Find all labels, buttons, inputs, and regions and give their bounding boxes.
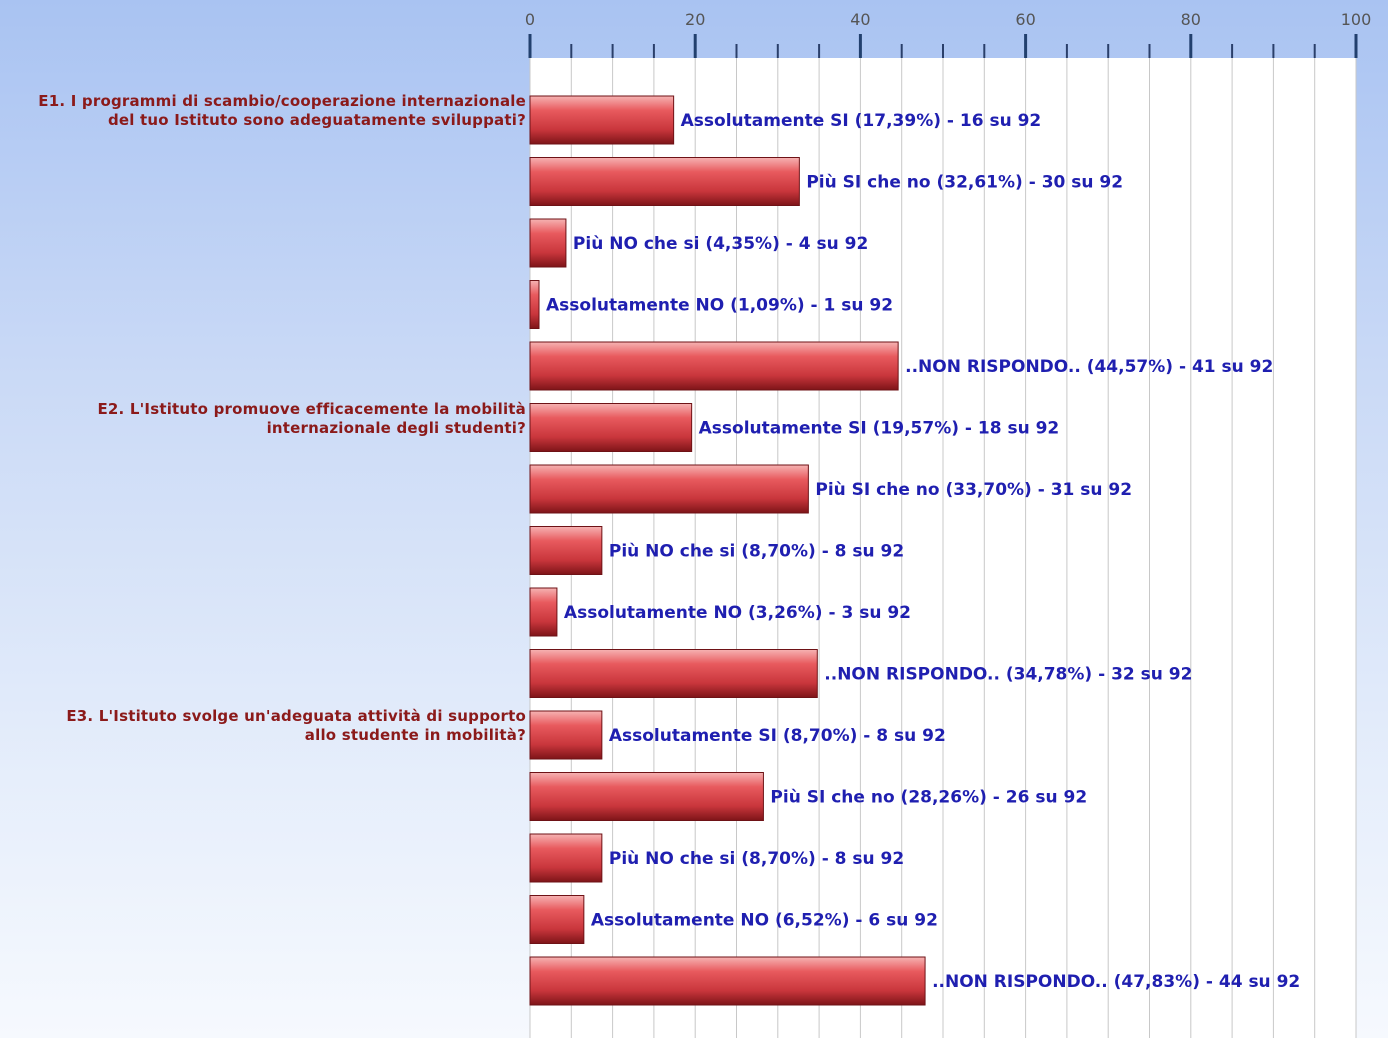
bar [529,464,809,514]
bar [529,526,603,575]
x-tick-label: 0 [525,10,535,29]
bar [529,649,818,698]
bar-data-label: ..NON RISPONDO.. (47,83%) - 44 su 92 [932,972,1300,992]
bar-data-label: Più SI che no (32,61%) - 30 su 92 [806,173,1123,193]
question-label-line: E2. L'Istituto promuove efficacemente la… [97,399,526,418]
bar-data-label: Più SI che no (28,26%) - 26 su 92 [770,788,1087,808]
x-tick-label: 100 [1341,10,1372,29]
bar [529,710,603,760]
question-label-line: del tuo Istituto sono adeguatamente svil… [107,111,526,129]
bar [529,833,603,883]
bar [529,956,926,1006]
bar-data-label: Assolutamente NO (1,09%) - 1 su 92 [546,296,893,316]
bar [529,772,764,821]
question-label-line: E1. I programmi di scambio/cooperazione … [38,92,526,110]
bar-data-label: Più SI che no (33,70%) - 31 su 92 [815,480,1132,500]
bar-data-label: ..NON RISPONDO.. (34,78%) - 32 su 92 [824,665,1192,685]
bar [529,95,675,145]
bar [529,587,558,637]
bar [529,895,585,944]
question-label-line: E3. L'Istituto svolge un'adeguata attivi… [66,707,526,725]
bar-data-label: Assolutamente NO (6,52%) - 6 su 92 [591,911,938,931]
bar-data-label: Assolutamente SI (19,57%) - 18 su 92 [699,419,1060,439]
question-label: E3. L'Istituto svolge un'adeguata attivi… [0,707,526,745]
x-tick-label: 20 [685,10,705,29]
bar-data-label: Assolutamente NO (3,26%) - 3 su 92 [564,603,911,623]
bar [529,157,800,206]
bar [529,341,899,391]
x-tick-label: 80 [1181,10,1201,29]
bar [529,280,540,329]
question-label: E2. L'Istituto promuove efficacemente la… [0,400,526,438]
bar [529,403,693,452]
bar-data-label: ..NON RISPONDO.. (44,57%) - 41 su 92 [905,357,1273,377]
x-tick-label: 40 [850,10,870,29]
question-label: E1. I programmi di scambio/cooperazione … [0,92,526,130]
bar-data-label: Più NO che si (4,35%) - 4 su 92 [573,234,868,254]
x-tick-label: 60 [1015,10,1035,29]
bar-data-label: Assolutamente SI (8,70%) - 8 su 92 [609,726,946,746]
bar-data-label: Più NO che si (8,70%) - 8 su 92 [609,542,904,562]
bar-data-label: Più NO che si (8,70%) - 8 su 92 [609,849,904,869]
bar-data-label: Assolutamente SI (17,39%) - 16 su 92 [681,111,1042,131]
bar [529,218,567,268]
question-label-line: allo studente in mobilità? [304,726,526,744]
question-label-line: internazionale degli studenti? [266,418,526,437]
